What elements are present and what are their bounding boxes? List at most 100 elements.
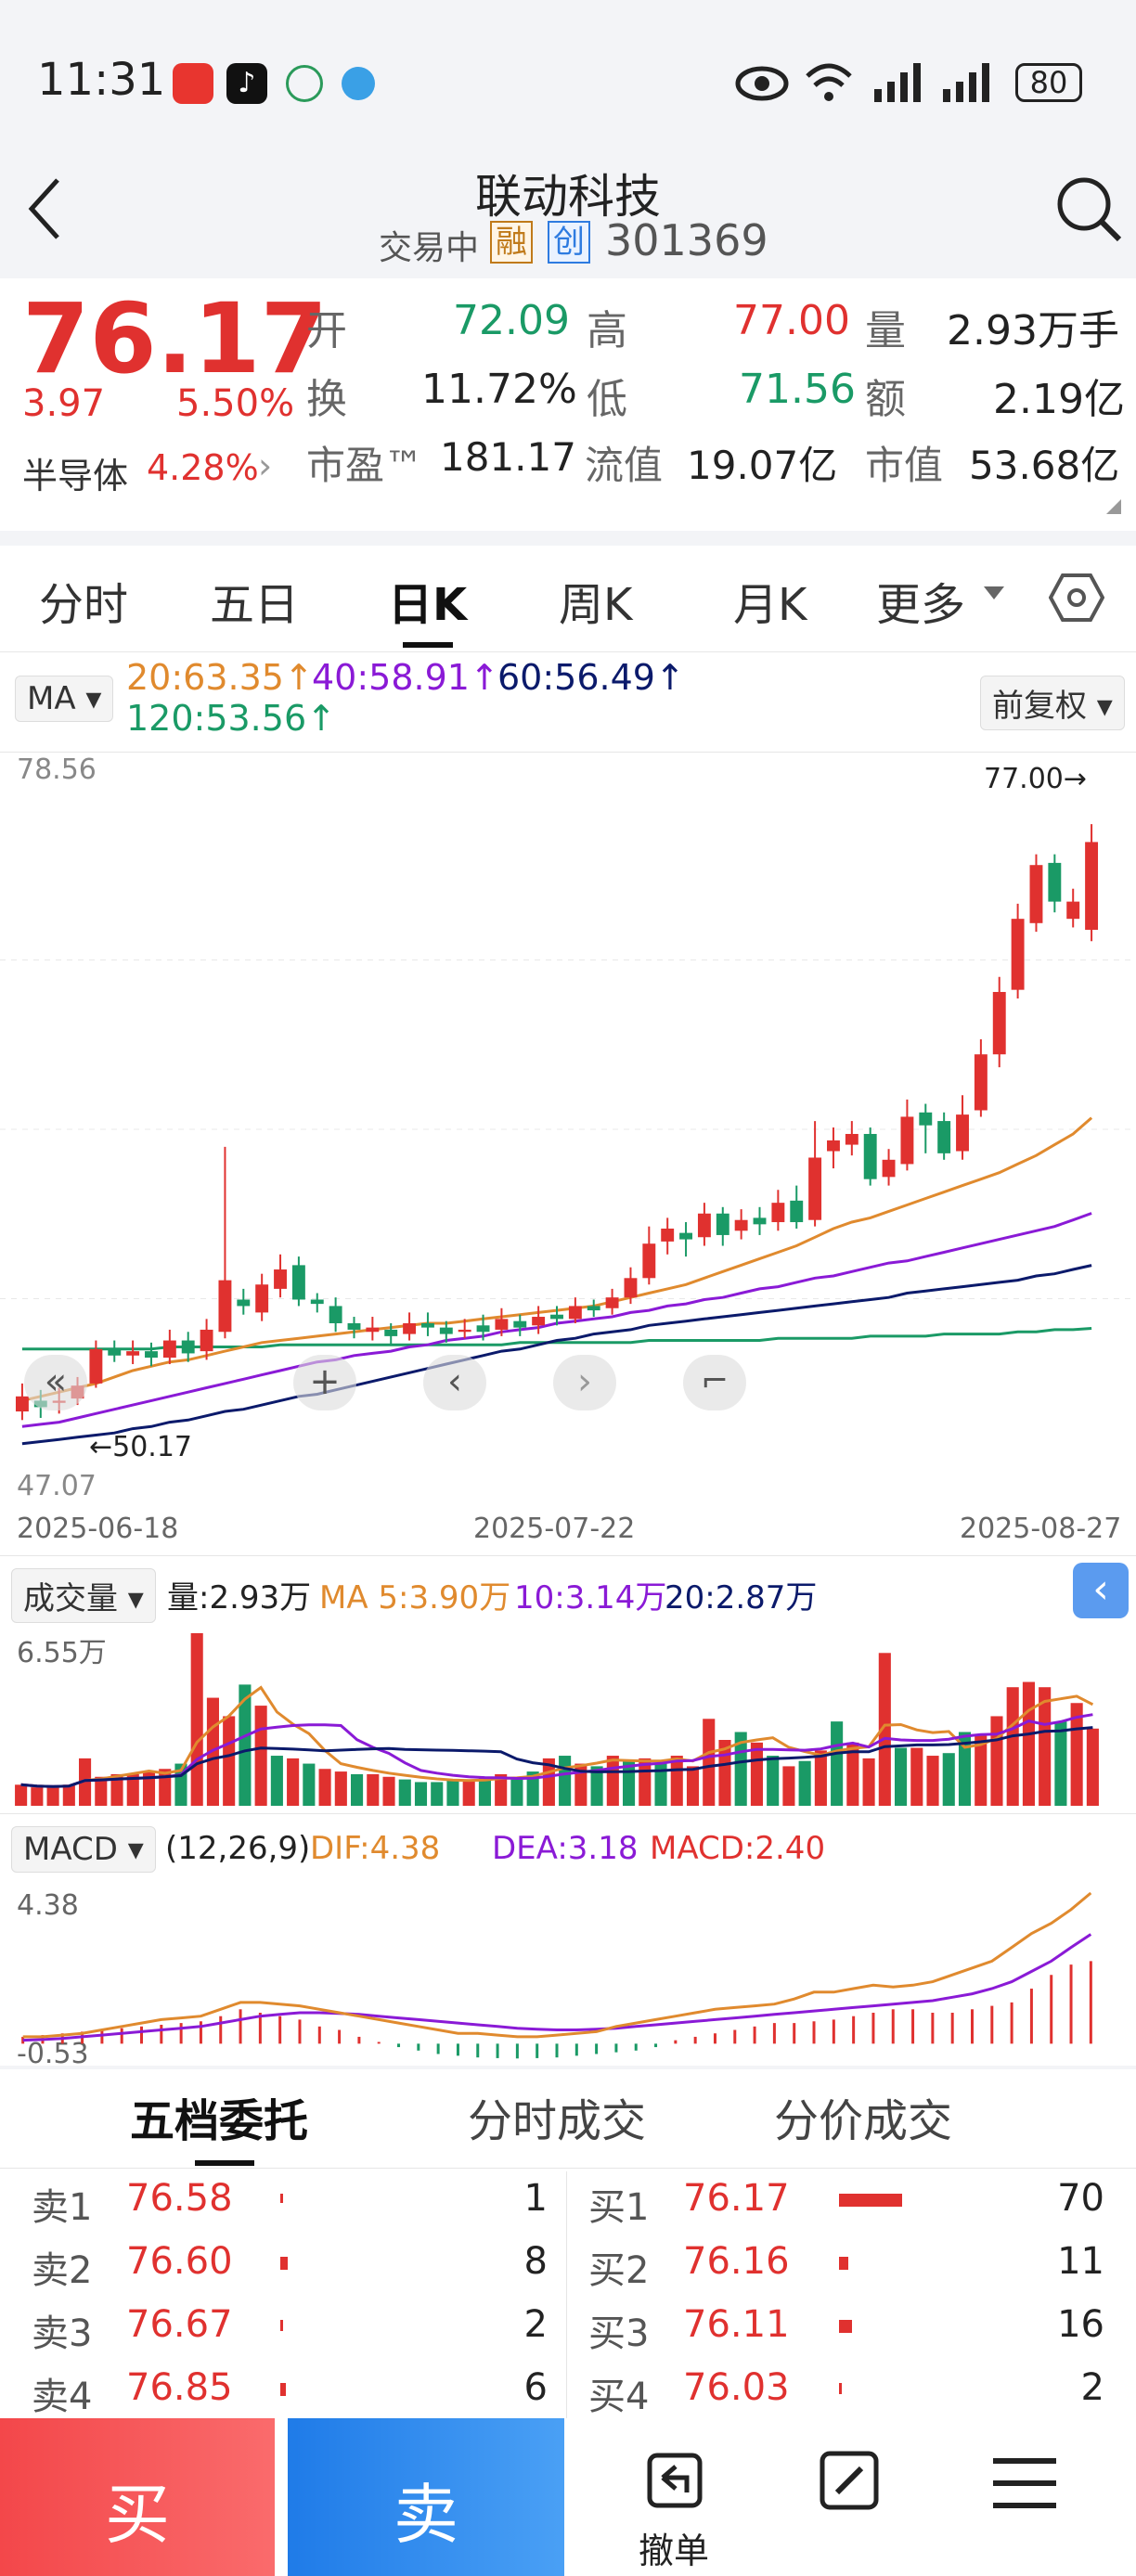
settings-hexagon-icon[interactable] bbox=[1049, 572, 1104, 624]
adjust-label: 前复权 bbox=[992, 688, 1087, 725]
sell-level-label: 卖2 bbox=[32, 2249, 93, 2292]
search-icon[interactable] bbox=[1054, 174, 1123, 243]
sell-level-price[interactable]: 76.58 bbox=[126, 2177, 233, 2220]
chart-bottom-gap bbox=[0, 2066, 1136, 2069]
date-divider bbox=[0, 1555, 1136, 1556]
volume-bar bbox=[95, 1776, 108, 1806]
candle-body bbox=[679, 1232, 693, 1240]
ma20-value: 20:63.35↑ bbox=[126, 657, 314, 698]
expand-corner-icon[interactable] bbox=[1104, 497, 1123, 516]
buy-level-price[interactable]: 76.17 bbox=[683, 2177, 790, 2220]
buy-level-price[interactable]: 76.11 bbox=[683, 2303, 790, 2346]
chevron-right-icon[interactable]: › bbox=[258, 445, 273, 486]
volume-bar bbox=[414, 1782, 428, 1806]
buy-button[interactable]: 买 bbox=[0, 2418, 275, 2576]
tab-weekly-k[interactable]: 周K bbox=[559, 579, 633, 631]
candle-body bbox=[1085, 842, 1099, 930]
candle-body bbox=[15, 1396, 29, 1412]
cancel-order-icon bbox=[647, 2453, 703, 2508]
buy-depth-bar bbox=[839, 2383, 842, 2394]
sell-level-price[interactable]: 76.60 bbox=[126, 2240, 233, 2283]
tab-monthly-k[interactable]: 月K bbox=[733, 579, 807, 631]
buy-level-price[interactable]: 76.16 bbox=[683, 2240, 790, 2283]
volume-bar bbox=[526, 1771, 539, 1806]
sell-level-price[interactable]: 76.67 bbox=[126, 2303, 233, 2346]
sell-level-label: 卖4 bbox=[32, 2376, 93, 2418]
volume-bar bbox=[590, 1766, 603, 1806]
volume-bar bbox=[958, 1732, 972, 1806]
zoom-in-button[interactable]: + bbox=[293, 1355, 356, 1410]
back-icon[interactable] bbox=[24, 176, 65, 241]
buy-level-qty: 16 bbox=[1057, 2303, 1104, 2346]
sell-level-price[interactable]: 76.85 bbox=[126, 2366, 233, 2409]
tab-five-day[interactable]: 五日 bbox=[210, 579, 300, 631]
tab-more[interactable]: 更多 bbox=[876, 579, 966, 631]
wifi-icon bbox=[806, 63, 852, 101]
menu-button[interactable] bbox=[965, 2418, 1086, 2576]
float-cap-value: 19.07亿 bbox=[687, 443, 838, 488]
ma60-line bbox=[21, 1264, 1092, 1446]
volume-divider bbox=[0, 1813, 1136, 1814]
volume-bar bbox=[878, 1653, 891, 1806]
scroll-right-button[interactable]: › bbox=[553, 1355, 616, 1410]
candle-body bbox=[181, 1340, 195, 1354]
volume-bar bbox=[334, 1771, 347, 1806]
sector-change-pct[interactable]: 4.28% bbox=[147, 447, 259, 488]
candle-body bbox=[882, 1159, 896, 1178]
volume-bar bbox=[654, 1763, 667, 1806]
volume-ma5: MA 5:3.90万 bbox=[319, 1579, 511, 1616]
candle-body bbox=[661, 1228, 675, 1242]
modify-order-button[interactable] bbox=[789, 2418, 910, 2576]
fullscreen-button[interactable]: ⌐ bbox=[683, 1355, 746, 1410]
tab-order-book[interactable]: 五档委托 bbox=[130, 2095, 309, 2147]
turnover-value: 11.72% bbox=[421, 366, 577, 413]
scroll-left-button[interactable]: ‹ bbox=[423, 1355, 486, 1410]
sell-depth-bar bbox=[280, 2383, 286, 2396]
sell-button-label: 卖 bbox=[394, 2477, 458, 2553]
tab-price-trades[interactable]: 分价成交 bbox=[774, 2095, 953, 2147]
cancel-order-button[interactable]: 撤单 bbox=[601, 2418, 746, 2576]
edit-icon bbox=[820, 2451, 879, 2510]
volume-bar bbox=[1039, 1687, 1052, 1806]
high-marker: 77.00→ bbox=[984, 763, 1088, 795]
chevron-down-icon[interactable] bbox=[984, 586, 1004, 601]
volume-bar bbox=[942, 1753, 955, 1806]
candle-body bbox=[716, 1213, 729, 1235]
turnover-label: 换 bbox=[306, 376, 347, 423]
candle-body bbox=[237, 1299, 251, 1307]
buy-level-label: 买1 bbox=[588, 2186, 650, 2229]
volume-bar bbox=[975, 1734, 988, 1806]
float-cap-label: 流值 bbox=[585, 443, 664, 488]
finance-app-icon bbox=[286, 65, 323, 102]
date-label-mid: 2025-07-22 bbox=[473, 1513, 636, 1545]
sell-level-qty: 1 bbox=[523, 2177, 548, 2220]
volume-selector[interactable]: 成交量 ▾ bbox=[11, 1568, 156, 1623]
candle-body bbox=[845, 1133, 858, 1145]
candle-body bbox=[532, 1317, 546, 1326]
candle-body bbox=[291, 1265, 305, 1300]
sector-name[interactable]: 半导体 bbox=[22, 456, 129, 496]
volume-bar bbox=[126, 1773, 139, 1806]
battery-level: 80 bbox=[1029, 65, 1068, 100]
volume-bar bbox=[62, 1784, 75, 1806]
macd-selector[interactable]: MACD ▾ bbox=[11, 1826, 156, 1873]
rewind-button[interactable]: « bbox=[24, 1355, 87, 1410]
volume-bar bbox=[31, 1787, 44, 1806]
buy-depth-bar bbox=[839, 2257, 848, 2270]
signal-icon-1 bbox=[874, 63, 921, 102]
huawei-app-icon bbox=[173, 63, 213, 104]
buy-level-price[interactable]: 76.03 bbox=[683, 2366, 790, 2409]
tab-intraday[interactable]: 分时 bbox=[39, 579, 129, 631]
side-panel-toggle[interactable]: ‹ bbox=[1073, 1563, 1129, 1618]
adjust-selector[interactable]: 前复权 ▾ bbox=[980, 676, 1125, 730]
section-gap bbox=[0, 531, 1136, 546]
candle-body bbox=[956, 1114, 969, 1152]
volume-bar bbox=[895, 1747, 908, 1806]
sell-button[interactable]: 卖 bbox=[288, 2418, 564, 2576]
candlestick-chart[interactable] bbox=[0, 753, 1136, 1505]
tab-daily-k[interactable]: 日K bbox=[388, 579, 468, 631]
tab-tick-trades[interactable]: 分时成交 bbox=[468, 2095, 647, 2147]
ma-selector[interactable]: MA ▾ bbox=[15, 676, 114, 722]
volume-bar bbox=[190, 1633, 203, 1806]
price-change-pct: 5.50% bbox=[176, 382, 295, 425]
